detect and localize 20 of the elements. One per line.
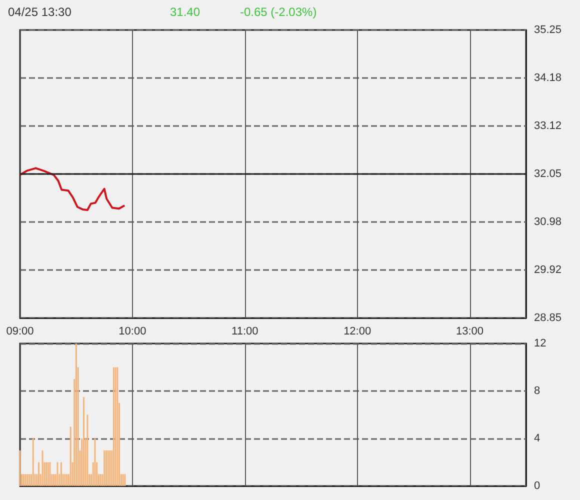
y-tick-label: 12	[534, 338, 546, 350]
y-tick-label: 8	[534, 385, 540, 397]
x-tick-label: 12:00	[344, 326, 372, 338]
y-tick-label: 33.12	[534, 120, 562, 132]
line-series	[19, 167, 126, 211]
x-tick-label: 11:00	[232, 326, 258, 338]
x-tick-label: 13:00	[456, 326, 484, 338]
text: 31.40	[170, 5, 200, 19]
chart-title: 04/25 13:30	[8, 5, 72, 19]
y-tick-label: 4	[534, 432, 540, 444]
y-tick-label: 28.85	[534, 312, 562, 324]
y-tick-label: 29.92	[534, 264, 562, 276]
y-tick-label: 35.25	[534, 24, 562, 36]
text: -0.65 (-2.03%)	[240, 5, 317, 19]
y-tick-label: 30.98	[534, 216, 562, 228]
x-tick-label: 09:00	[6, 326, 34, 338]
y-tick-label: 34.18	[534, 72, 562, 84]
y-tick-label: 32.05	[534, 168, 562, 180]
y-tick-label: 0	[534, 480, 540, 492]
x-tick-label: 10:00	[118, 326, 146, 338]
